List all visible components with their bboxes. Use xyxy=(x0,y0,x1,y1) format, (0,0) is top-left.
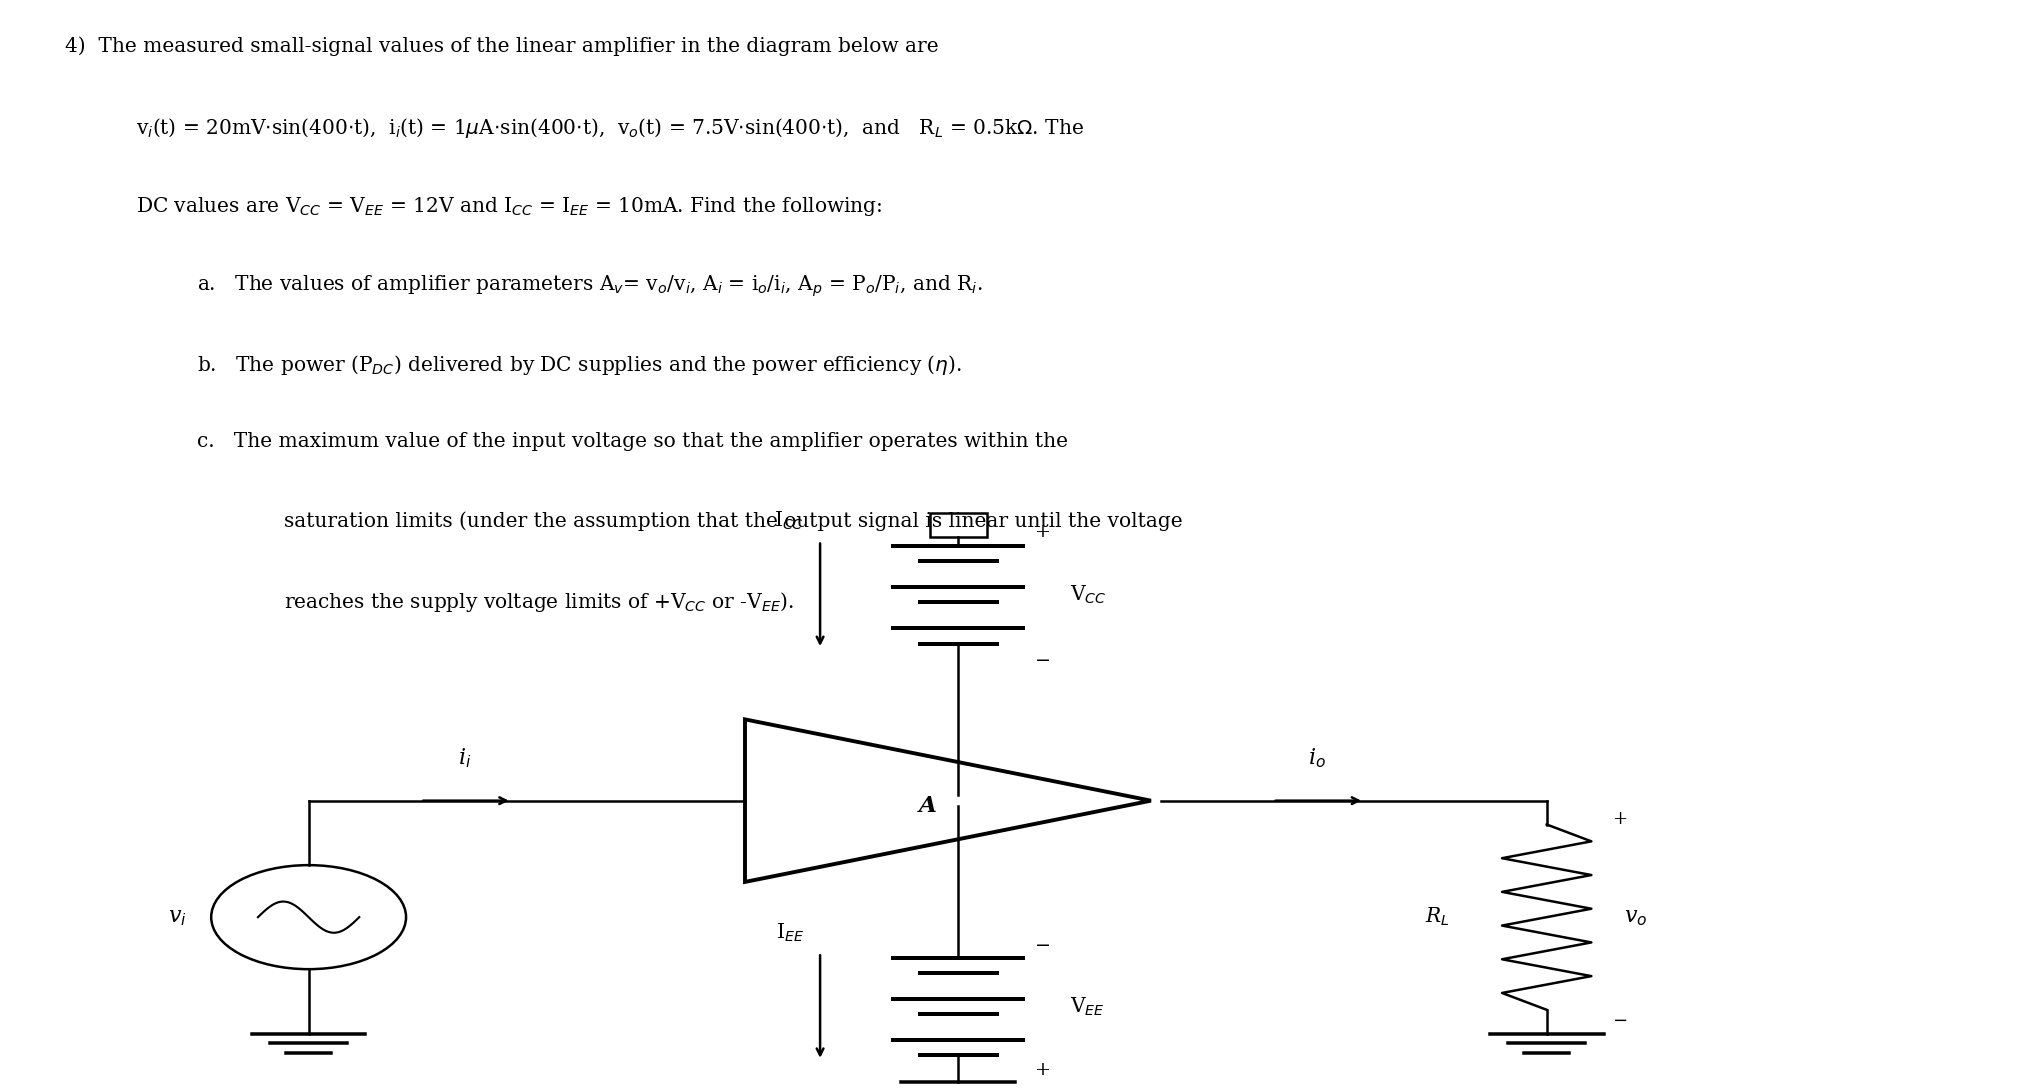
Text: c.   The maximum value of the input voltage so that the amplifier operates withi: c. The maximum value of the input voltag… xyxy=(198,432,1068,451)
Text: 4)  The measured small-signal values of the linear amplifier in the diagram belo: 4) The measured small-signal values of t… xyxy=(65,37,940,57)
Text: I$_{CC}$: I$_{CC}$ xyxy=(774,510,803,532)
Text: i$_o$: i$_o$ xyxy=(1308,747,1327,770)
Text: DC values are V$_{CC}$ = V$_{EE}$ = 12V and I$_{CC}$ = I$_{EE}$ = 10mA. Find the: DC values are V$_{CC}$ = V$_{EE}$ = 12V … xyxy=(137,194,882,218)
Text: reaches the supply voltage limits of +V$_{CC}$ or -V$_{EE}$).: reaches the supply voltage limits of +V$… xyxy=(283,591,795,615)
Text: −: − xyxy=(1035,652,1052,670)
Text: v$_o$: v$_o$ xyxy=(1624,906,1647,928)
Bar xyxy=(929,513,986,537)
Text: i$_i$: i$_i$ xyxy=(459,747,471,770)
Text: saturation limits (under the assumption that the output signal is linear until t: saturation limits (under the assumption … xyxy=(283,511,1182,531)
Text: −: − xyxy=(1035,937,1052,954)
Text: V$_{EE}$: V$_{EE}$ xyxy=(1070,996,1105,1018)
Text: V$_{CC}$: V$_{CC}$ xyxy=(1070,583,1107,606)
Text: +: + xyxy=(1612,810,1626,828)
Text: b.   The power (P$_{DC}$) delivered by DC supplies and the power efficiency ($\e: b. The power (P$_{DC}$) delivered by DC … xyxy=(198,353,962,377)
Text: R$_L$: R$_L$ xyxy=(1425,906,1449,928)
Text: I$_{EE}$: I$_{EE}$ xyxy=(776,922,803,943)
Text: −: − xyxy=(1612,1011,1626,1030)
Text: +: + xyxy=(1035,523,1052,541)
Text: +: + xyxy=(1035,1060,1052,1079)
Text: v$_i$(t) = 20mV$\cdot$sin(400$\cdot$t),  i$_i$(t) = 1$\mu$A$\cdot$sin(400$\cdot$: v$_i$(t) = 20mV$\cdot$sin(400$\cdot$t), … xyxy=(137,116,1084,140)
Text: v$_i$: v$_i$ xyxy=(167,906,187,928)
Text: a.   The values of amplifier parameters A$_v$= v$_o$/v$_i$, A$_i$ = i$_o$/i$_i$,: a. The values of amplifier parameters A$… xyxy=(198,274,982,299)
Text: A: A xyxy=(919,795,937,817)
